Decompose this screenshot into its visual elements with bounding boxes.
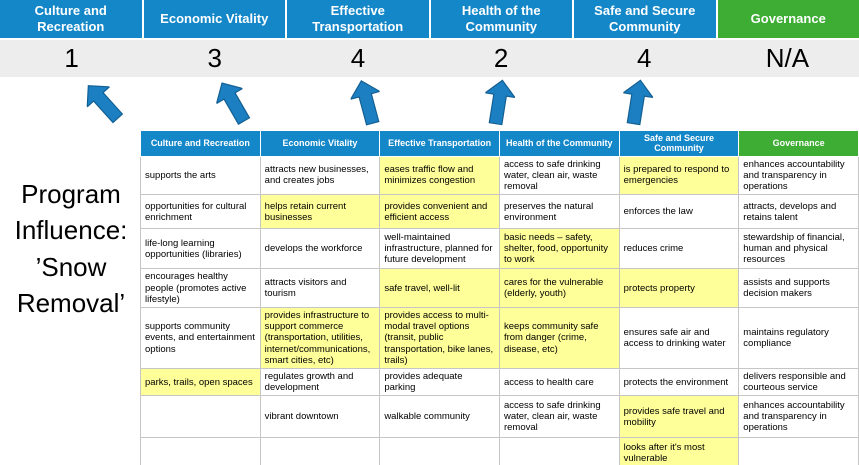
matrix-cell: cares for the vulnerable (elderly, youth…	[498, 268, 620, 308]
matrix-header-health-of-the-community: Health of the Community	[498, 130, 620, 157]
matrix-cell: provides infrastructure to support comme…	[259, 306, 381, 369]
matrix-cell: regulates growth and development	[259, 367, 381, 397]
matrix-cell: helps retain current businesses	[259, 194, 381, 230]
matrix-cell: enhances accountability and transparency…	[738, 395, 859, 439]
matrix-row: looks after it's most vulnerable	[140, 437, 859, 465]
category-header-safe-and-secure-community: Safe and Secure Community	[574, 0, 716, 38]
matrix-cell: vibrant downtown	[259, 395, 381, 439]
matrix-row: supports community events, and entertain…	[140, 306, 859, 369]
matrix-cell: provides access to multi-modal travel op…	[379, 306, 500, 369]
matrix-header-governance: Governance	[738, 130, 859, 157]
matrix-cell: attracts new businesses, and creates job…	[259, 155, 381, 196]
matrix-header-economic-vitality: Economic Vitality	[259, 130, 381, 157]
program-influence-title: Program Influence: ’Snow Removal’	[14, 179, 128, 319]
score-safe-and-secure-community: 4	[637, 43, 652, 73]
matrix-row: parks, trails, open spaces regulates grow…	[140, 367, 859, 397]
matrix-cell: preserves the natural environment	[498, 194, 620, 230]
category-header-effective-transportation: Effective Transportation	[287, 0, 429, 38]
influence-matrix-table: Culture and Recreation Economic Vitality E…	[140, 130, 859, 465]
up-arrow-icon	[619, 77, 656, 127]
matrix-cell: attracts, develops and retains talent	[738, 194, 859, 230]
matrix-row: encourages healthy people (promotes acti…	[140, 268, 859, 308]
matrix-cell: life-long learning opportunities (librar…	[140, 228, 261, 270]
matrix-cell: enhances accountability and transparency…	[738, 155, 859, 196]
up-arrow-icon	[76, 75, 129, 129]
matrix-cell	[379, 437, 500, 465]
matrix-cell: walkable community	[379, 395, 500, 439]
matrix-cell: provides adequate parking	[379, 367, 500, 397]
matrix-cell: enforces the law	[618, 194, 740, 230]
matrix-cell: access to safe drinking water, clean air…	[498, 155, 620, 196]
matrix-cell: is prepared to respond to emergencies	[618, 155, 740, 196]
category-header-row: Culture and Recreation Economic Vitality E…	[0, 0, 859, 38]
matrix-cell: eases traffic flow and minimizes congest…	[379, 155, 500, 196]
matrix-cell: encourages healthy people (promotes acti…	[140, 268, 261, 308]
matrix-cell: well-maintained infrastructure, planned …	[379, 228, 500, 270]
matrix-cell: supports community events, and entertain…	[140, 306, 261, 369]
matrix-cell: looks after it's most vulnerable	[618, 437, 740, 465]
matrix-header-culture-and-recreation: Culture and Recreation	[140, 130, 261, 157]
score-health-of-the-community: 2	[493, 43, 509, 73]
matrix-cell: parks, trails, open spaces	[140, 367, 261, 397]
matrix-cell: delivers responsible and courteous servi…	[738, 367, 859, 397]
matrix-cell: reduces crime	[618, 228, 740, 270]
up-arrow-icon	[209, 75, 258, 130]
category-header-culture-and-recreation: Culture and Recreation	[0, 0, 142, 38]
score-effective-transportation: 4	[350, 43, 366, 73]
matrix-cell	[738, 437, 859, 465]
matrix-cell: supports the arts	[140, 155, 261, 196]
matrix-cell: access to safe drinking water, clean air…	[498, 395, 620, 439]
matrix-cell: ensures safe air and access to drinking …	[618, 306, 740, 369]
matrix-cell	[259, 437, 381, 465]
category-header-economic-vitality: Economic Vitality	[143, 0, 285, 38]
matrix-cell: maintains regulatory compliance	[738, 306, 859, 369]
matrix-row: vibrant downtown walkable community access…	[140, 395, 859, 439]
matrix-cell	[140, 395, 261, 439]
up-arrow-icon	[347, 76, 388, 128]
up-arrow-icon	[481, 77, 518, 127]
matrix-cell: provides convenient and efficient access	[379, 194, 500, 230]
matrix-row: life-long learning opportunities (librar…	[140, 228, 859, 270]
matrix-cell: basic needs – safety, shelter, food, opp…	[498, 228, 620, 270]
matrix-row: opportunities for cultural enrichment hel…	[140, 194, 859, 230]
matrix-cell: stewardship of financial, human and phys…	[738, 228, 859, 270]
matrix-header-row: Culture and Recreation Economic Vitality E…	[140, 130, 859, 157]
matrix-cell: access to health care	[498, 367, 620, 397]
category-header-health-of-the-community: Health of the Community	[430, 0, 572, 38]
matrix-cell: keeps community safe from danger (crime,…	[498, 306, 620, 369]
matrix-cell	[498, 437, 620, 465]
matrix-header-safe-and-secure-community: Safe and Secure Community	[618, 130, 740, 157]
matrix-cell: safe travel, well-lit	[379, 268, 500, 308]
score-economic-vitality: 3	[207, 43, 222, 73]
matrix-cell	[140, 437, 261, 465]
matrix-row: supports the arts attracts new businesses…	[140, 155, 859, 196]
matrix-cell: protects property	[618, 268, 740, 308]
matrix-cell: attracts visitors and tourism	[259, 268, 381, 308]
matrix-header-effective-transportation: Effective Transportation	[379, 130, 500, 157]
score-governance: N/A	[765, 43, 810, 73]
category-header-governance: Governance	[717, 0, 859, 38]
score-row: 1 3 4 2 4 N/A	[0, 40, 859, 77]
matrix-cell: provides safe travel and mobility	[618, 395, 740, 439]
matrix-cell: protects the environment	[618, 367, 740, 397]
matrix-cell: opportunities for cultural enrichment	[140, 194, 261, 230]
matrix-cell: assists and supports decision makers	[738, 268, 859, 308]
matrix-cell: develops the workforce	[259, 228, 381, 270]
score-culture-and-recreation: 1	[64, 43, 79, 73]
